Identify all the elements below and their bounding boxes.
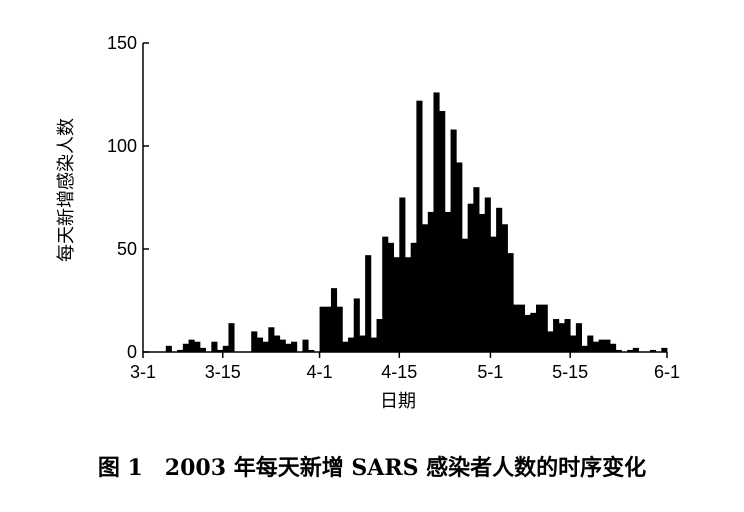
bar (661, 347, 668, 352)
figure-caption: 图 1 2003 年每天新增 SARS 感染者人数的时序变化 (97, 455, 647, 481)
bar (536, 304, 543, 352)
bar (632, 347, 639, 352)
y-axis-title: 每天新增感染人数 (56, 118, 77, 262)
bar (177, 349, 184, 352)
bar (530, 312, 537, 352)
bar (165, 345, 172, 352)
x-axis-title: 日期 (380, 391, 416, 412)
bar (330, 288, 338, 352)
bar (410, 242, 417, 352)
bar-series (165, 92, 668, 353)
bar (256, 337, 264, 352)
bar (319, 306, 326, 352)
bar (262, 341, 269, 352)
x-tick-label: 5-15 (552, 362, 588, 382)
bar (291, 341, 298, 352)
bar (228, 323, 235, 352)
x-ticks: 3-1 3-15 4-1 4-15 5-1 5-15 6-1 (130, 352, 680, 382)
bar (524, 314, 531, 352)
bar (393, 257, 400, 352)
bar (274, 335, 281, 352)
bar (405, 257, 412, 352)
bar (513, 304, 520, 352)
bar (348, 337, 355, 352)
bar (308, 349, 315, 352)
x-tick-label: 5-1 (477, 362, 503, 382)
bar (382, 236, 389, 352)
bar (342, 341, 349, 352)
bar (558, 323, 565, 352)
bar (461, 238, 469, 352)
bar (501, 224, 508, 352)
x-tick-label: 3-1 (130, 362, 156, 382)
bar (456, 162, 463, 352)
bar (279, 339, 286, 352)
bar (182, 343, 189, 352)
bar (302, 339, 309, 352)
bar (541, 304, 548, 352)
bar (484, 197, 491, 352)
bar (359, 335, 366, 352)
x-tick-label: 3-15 (205, 362, 241, 382)
bar (592, 341, 600, 352)
bar (325, 306, 332, 352)
bar (490, 236, 497, 352)
bar (587, 335, 594, 352)
bar (211, 341, 218, 352)
bar (570, 335, 577, 352)
bar (336, 306, 343, 352)
bar (199, 347, 207, 352)
bar (467, 203, 474, 352)
bar (194, 341, 201, 352)
bar (496, 207, 503, 352)
bar (217, 349, 224, 352)
bar (450, 129, 457, 352)
bar (399, 197, 406, 352)
y-tick-label: 50 (117, 239, 137, 259)
bar (581, 345, 588, 352)
bar (615, 349, 622, 352)
y-tick-label: 150 (107, 33, 137, 53)
bar (222, 345, 229, 352)
x-tick-label: 4-1 (307, 362, 333, 382)
chart: 0 50 100 150 3-1 3-15 4-1 4-15 5-1 5-15 6-1 每天新增感… (56, 33, 680, 412)
bar (473, 187, 480, 352)
bar (251, 331, 258, 352)
bar (188, 339, 195, 352)
bar (649, 349, 657, 352)
bar (439, 110, 446, 352)
bar (376, 319, 383, 352)
bar (479, 213, 486, 352)
bar (422, 224, 429, 352)
bar (416, 100, 423, 353)
bar (518, 304, 526, 352)
y-tick-label: 100 (107, 136, 137, 156)
x-tick-label: 6-1 (654, 362, 680, 382)
bar (444, 211, 451, 352)
bar (553, 319, 560, 352)
y-ticks: 0 50 100 150 (107, 33, 149, 362)
bar (353, 298, 360, 352)
bar (427, 211, 434, 352)
bar (507, 253, 514, 352)
bar (370, 337, 377, 352)
bar (433, 92, 440, 352)
bar (268, 327, 275, 352)
x-tick-label: 4-15 (381, 362, 417, 382)
bar (575, 323, 582, 352)
bar (547, 331, 554, 352)
y-tick-label: 0 (127, 342, 137, 362)
bar (610, 343, 617, 352)
bar (387, 242, 395, 352)
bar (365, 255, 372, 352)
bar (564, 319, 571, 352)
bar (285, 343, 292, 352)
bar (598, 339, 605, 352)
bar (627, 349, 634, 352)
bar (604, 339, 611, 352)
